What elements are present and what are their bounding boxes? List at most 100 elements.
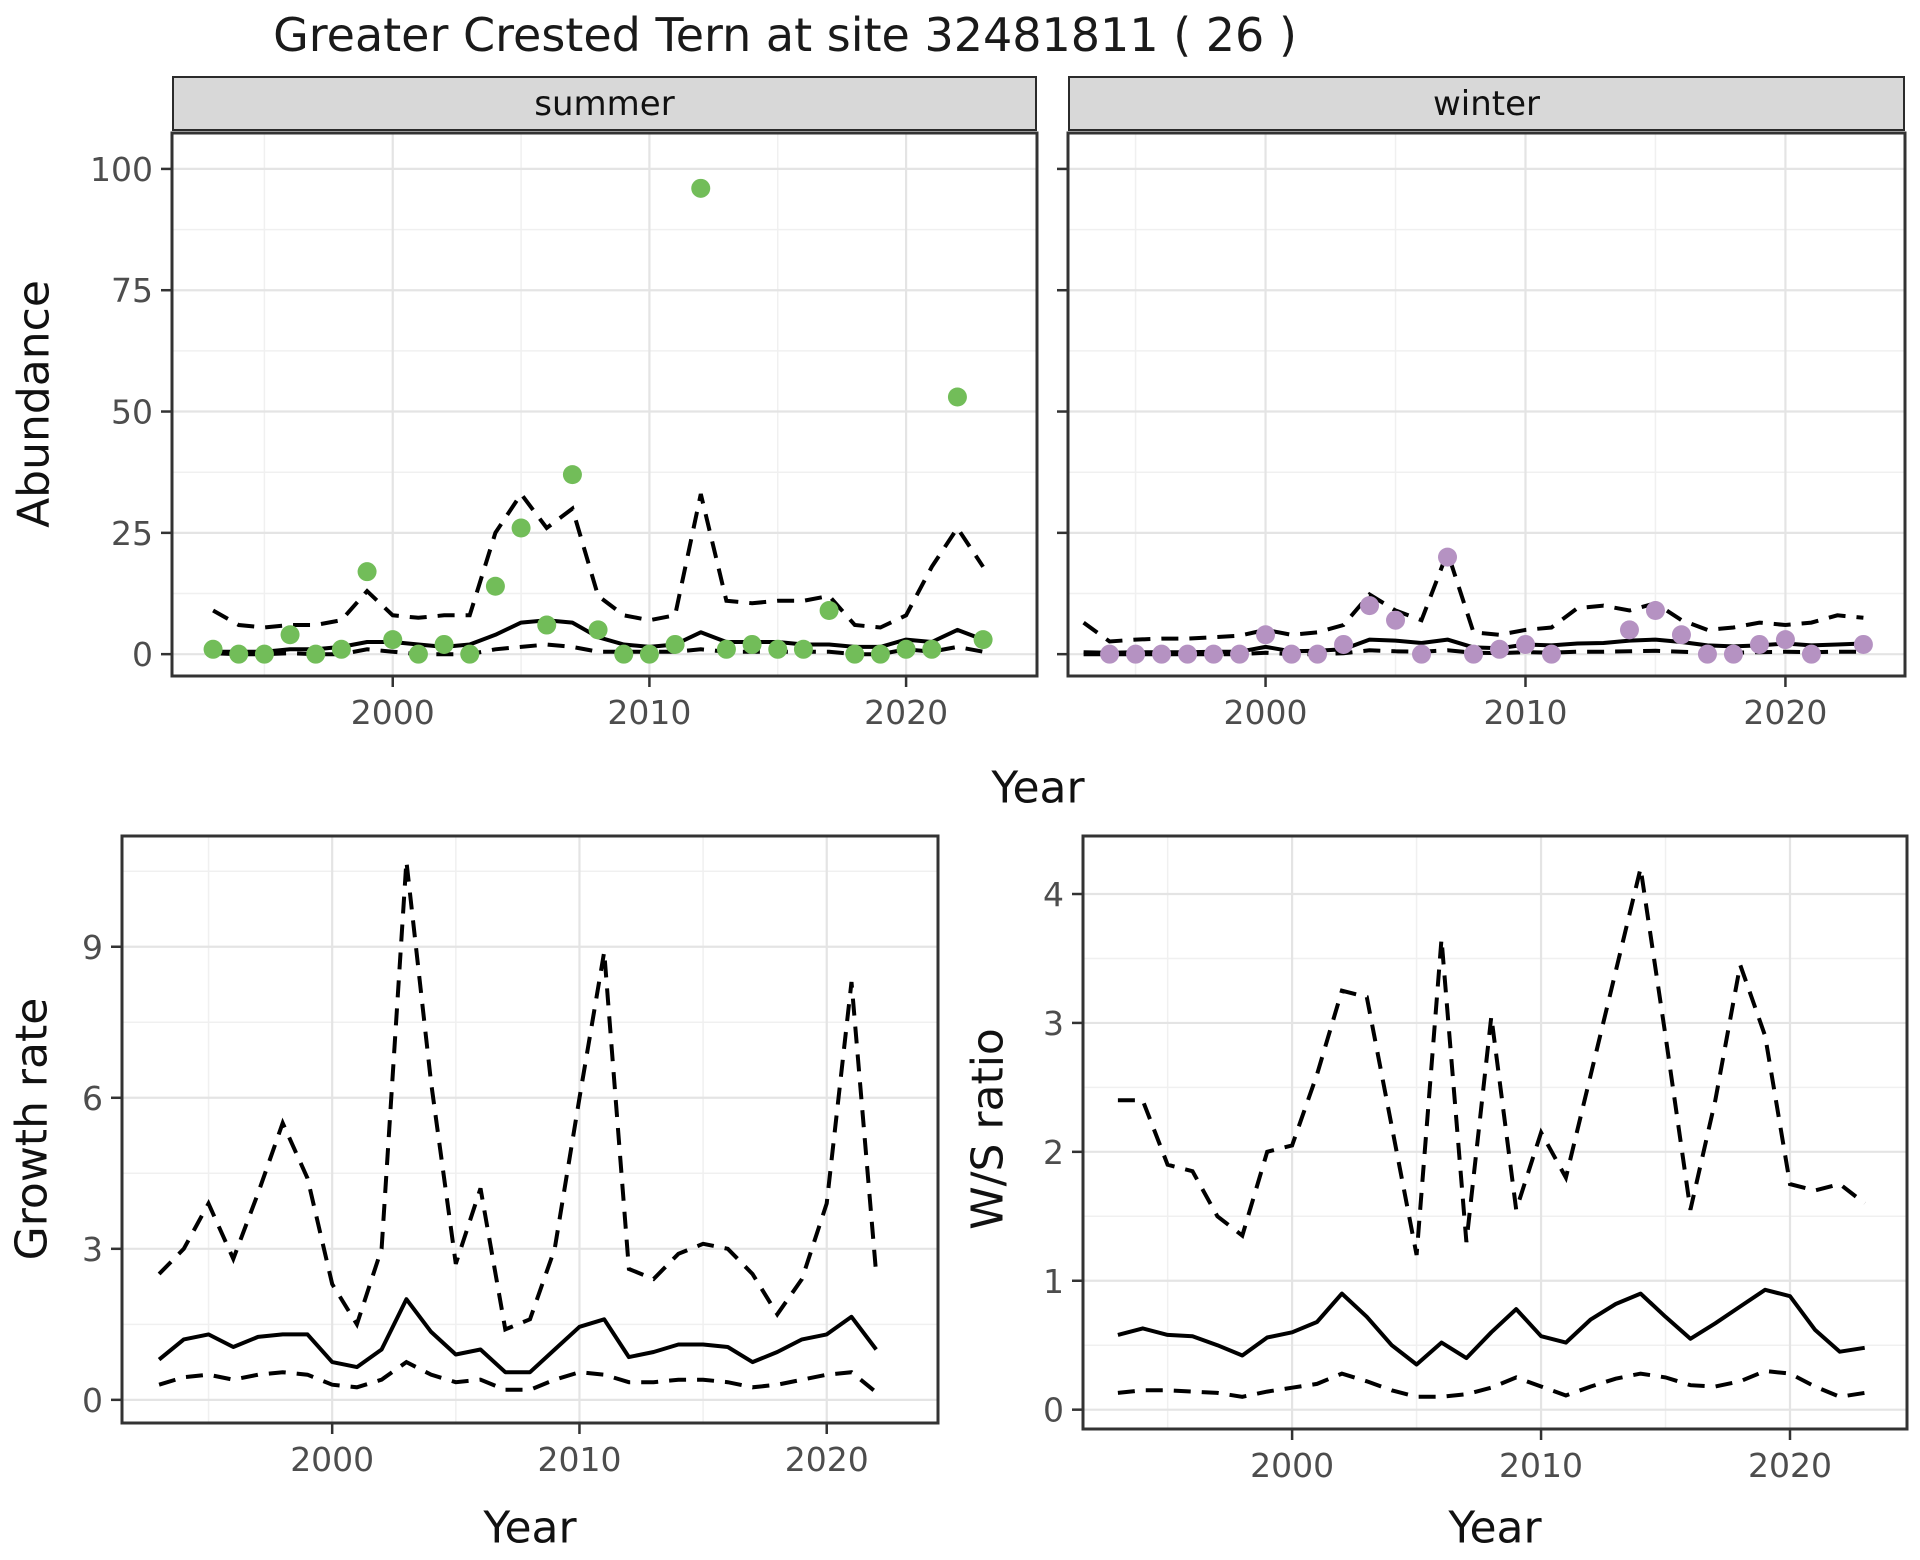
abundance_summer-data-point bbox=[665, 634, 685, 654]
abundance_summer-data-point bbox=[306, 644, 326, 664]
x-tick-label: 2020 bbox=[1748, 1446, 1832, 1485]
x-tick-label: 2010 bbox=[1483, 693, 1567, 732]
abundance_summer-data-point bbox=[742, 634, 762, 654]
y-tick-label: 50 bbox=[111, 393, 153, 432]
abundance_summer-data-point bbox=[485, 576, 505, 596]
abundance_summer-data-point bbox=[588, 620, 608, 640]
facet-strip-winter-label: winter bbox=[1432, 83, 1541, 124]
x-tick-label: 2010 bbox=[537, 1440, 621, 1479]
abundance_summer-data-point bbox=[562, 465, 582, 485]
abundance_winter-data-point bbox=[1230, 644, 1250, 664]
abundance_winter-data-point bbox=[1541, 644, 1561, 664]
abundance_summer-data-point bbox=[639, 644, 659, 664]
x-tick-label: 2000 bbox=[1250, 1446, 1334, 1485]
abundance_winter-data-point bbox=[1645, 600, 1665, 620]
abundance_summer-data-point bbox=[254, 644, 274, 664]
abundance_winter-data-point bbox=[1412, 644, 1432, 664]
abundance_winter-data-point bbox=[1801, 644, 1821, 664]
abundance_winter-data-point bbox=[1697, 644, 1717, 664]
growth-year-axis-title: Year bbox=[483, 1502, 577, 1554]
abundance_winter-data-point bbox=[1204, 644, 1224, 664]
x-tick-label: 2020 bbox=[864, 693, 948, 732]
abundance_summer-data-point bbox=[896, 639, 916, 659]
y-tick-label: 3 bbox=[82, 1230, 103, 1269]
abundance_summer-data-point bbox=[768, 639, 788, 659]
y-tick-label: 4 bbox=[1043, 875, 1064, 914]
x-tick-label: 2020 bbox=[785, 1440, 869, 1479]
abundance_summer-ci-upper-line bbox=[212, 490, 985, 630]
facet-strip-winter: winter bbox=[1068, 76, 1905, 131]
top-year-axis-title: Year bbox=[991, 762, 1085, 814]
abundance_winter-ci-upper-line bbox=[1082, 546, 1864, 644]
abundance_winter-data-point bbox=[1489, 639, 1509, 659]
abundance_winter-data-point bbox=[1723, 644, 1743, 664]
y-tick-label: 3 bbox=[1043, 1004, 1064, 1043]
x-tick-label: 2020 bbox=[1743, 693, 1827, 732]
y-tick-label: 0 bbox=[82, 1381, 103, 1420]
page-title: Greater Crested Tern at site 32481811 ( … bbox=[273, 8, 1297, 62]
abundance_winter-data-point bbox=[1334, 634, 1354, 654]
ws_ratio-mean-line bbox=[1117, 1287, 1866, 1367]
abundance_summer-data-point bbox=[331, 639, 351, 659]
abundance_winter-data-point bbox=[1464, 644, 1484, 664]
ws_ratio-ci-upper-line bbox=[1117, 867, 1866, 1256]
y-tick-label: 0 bbox=[1043, 1391, 1064, 1430]
abundance_summer-data-point bbox=[460, 644, 480, 664]
abundance_winter-data-point bbox=[1386, 610, 1406, 630]
abundance_summer-panel-border bbox=[170, 131, 1039, 678]
abundance_summer-data-point bbox=[947, 387, 967, 407]
abundance_winter-data-point bbox=[1152, 644, 1172, 664]
abundance_summer-data-point bbox=[383, 630, 403, 650]
abundance_summer-data-point bbox=[819, 600, 839, 620]
abundance_summer-data-point bbox=[203, 639, 223, 659]
abundance_winter-data-point bbox=[1360, 596, 1380, 616]
facet-strip-summer-label: summer bbox=[534, 83, 675, 124]
abundance_winter-data-point bbox=[1619, 620, 1639, 640]
abundance_winter-data-point bbox=[1126, 644, 1146, 664]
abundance_winter-data-point bbox=[1282, 644, 1302, 664]
abundance_summer-data-point bbox=[229, 644, 249, 664]
abundance_winter-panel-border bbox=[1066, 131, 1907, 678]
abundance_winter-data-point bbox=[1515, 634, 1535, 654]
growth-rate-axis-title: Growth rate bbox=[6, 997, 58, 1261]
abundance_winter-data-point bbox=[1749, 634, 1769, 654]
x-tick-label: 2000 bbox=[1224, 693, 1308, 732]
abundance_winter-data-point bbox=[1775, 630, 1795, 650]
facet-strip-summer: summer bbox=[172, 76, 1037, 131]
y-tick-label: 75 bbox=[111, 271, 153, 310]
ws-ratio-axis-title: W/S ratio bbox=[962, 1028, 1014, 1230]
abundance_winter-data-point bbox=[1853, 634, 1873, 654]
abundance_winter-data-point bbox=[1438, 547, 1458, 567]
abundance_summer-data-point bbox=[922, 639, 942, 659]
abundance_summer-data-point bbox=[434, 634, 454, 654]
abundance_summer-data-point bbox=[716, 639, 736, 659]
x-tick-label: 2010 bbox=[1499, 1446, 1583, 1485]
abundance_summer-data-point bbox=[845, 644, 865, 664]
ws-year-axis-title: Year bbox=[1448, 1502, 1542, 1554]
growth_rate-mean-line bbox=[157, 1297, 878, 1375]
abundance_winter-data-point bbox=[1671, 625, 1691, 645]
y-tick-label: 100 bbox=[90, 150, 153, 189]
x-tick-label: 2000 bbox=[290, 1440, 374, 1479]
y-tick-label: 6 bbox=[82, 1079, 103, 1118]
abundance_winter-data-point bbox=[1100, 644, 1120, 664]
abundance_winter-data-point bbox=[1308, 644, 1328, 664]
y-tick-label: 1 bbox=[1043, 1262, 1064, 1301]
abundance_summer-data-point bbox=[511, 518, 531, 538]
y-tick-label: 9 bbox=[82, 928, 103, 967]
abundance_summer-data-point bbox=[357, 562, 377, 582]
x-tick-label: 2010 bbox=[607, 693, 691, 732]
abundance_summer-data-point bbox=[537, 615, 557, 635]
growth_rate-panel-border bbox=[120, 834, 940, 1425]
abundance_summer-panel-bg bbox=[172, 133, 1037, 676]
y-tick-label: 25 bbox=[111, 514, 153, 553]
abundance_summer-data-point bbox=[691, 178, 711, 198]
y-tick-label: 0 bbox=[132, 635, 153, 674]
abundance_summer-data-point bbox=[280, 625, 300, 645]
growth_rate-panel-bg bbox=[122, 836, 938, 1423]
abundance_summer-data-point bbox=[870, 644, 890, 664]
abundance_winter-panel-bg bbox=[1068, 133, 1905, 676]
abundance_winter-data-point bbox=[1256, 625, 1276, 645]
